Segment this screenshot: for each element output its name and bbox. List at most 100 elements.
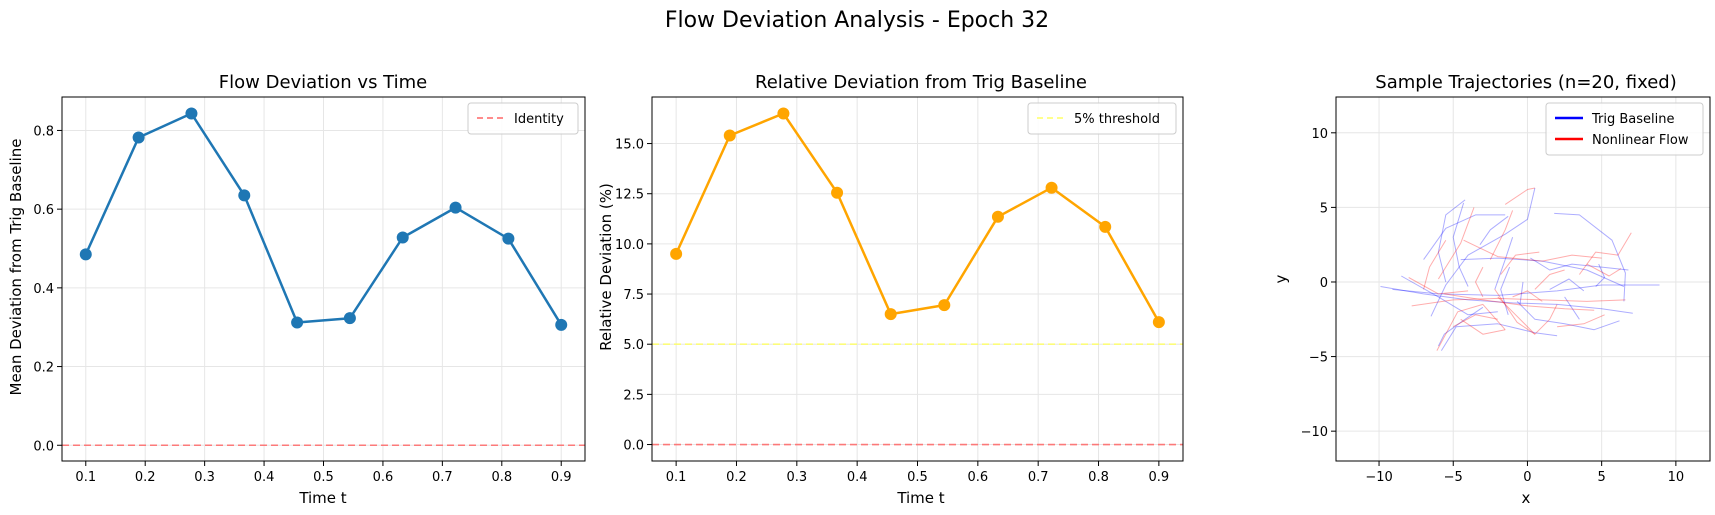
y-axis-label: Mean Deviation from Trig Baseline bbox=[7, 138, 25, 395]
x-tick-label: −10 bbox=[1365, 470, 1392, 485]
trajectory-line bbox=[1437, 306, 1484, 347]
trajectory-line bbox=[1489, 210, 1514, 260]
legend-label: Nonlinear Flow bbox=[1592, 133, 1689, 148]
trajectory-line bbox=[1401, 275, 1498, 316]
y-axis-label: Relative Deviation (%) bbox=[597, 183, 615, 351]
x-tick-label: 0.5 bbox=[907, 470, 928, 485]
trajectory-line bbox=[1549, 278, 1585, 292]
x-tick-label: 0.9 bbox=[551, 470, 572, 485]
y-tick-label: 0.8 bbox=[33, 124, 54, 139]
x-tick-label: −5 bbox=[1444, 470, 1463, 485]
data-point bbox=[502, 232, 515, 245]
legend-box bbox=[1545, 102, 1704, 156]
data-point bbox=[238, 189, 251, 202]
trajectory-line bbox=[1500, 266, 1511, 315]
x-tick-label: 0.4 bbox=[847, 470, 868, 485]
y-tick-label: 5.0 bbox=[623, 338, 644, 353]
trajectory-line bbox=[1430, 187, 1536, 317]
legend: Trig Baseline Nonlinear Flow bbox=[1545, 102, 1704, 156]
data-point bbox=[1152, 316, 1165, 329]
legend-box bbox=[467, 102, 579, 135]
data-point bbox=[723, 129, 736, 142]
data-point bbox=[777, 107, 790, 120]
data-point bbox=[1045, 181, 1058, 194]
x-axis-label: x bbox=[1522, 489, 1531, 507]
trajectory-line bbox=[1512, 290, 1543, 302]
y-tick-label: 5 bbox=[1320, 201, 1328, 216]
trajectory-line bbox=[1436, 303, 1506, 351]
y-tick-label: 0.4 bbox=[33, 282, 54, 297]
trajectory-line bbox=[1557, 314, 1605, 328]
x-tick-label: 0.2 bbox=[726, 470, 747, 485]
data-point bbox=[343, 312, 356, 325]
x-tick-label: 0.1 bbox=[75, 470, 96, 485]
trajectory-line bbox=[1475, 266, 1484, 298]
legend-box bbox=[1027, 102, 1177, 135]
data-point bbox=[670, 247, 683, 260]
trajectory-line bbox=[1494, 289, 1558, 335]
data-point bbox=[938, 299, 951, 312]
x-tick-label: 0.6 bbox=[373, 470, 394, 485]
trajectory-line bbox=[1437, 199, 1466, 283]
trajectory-line bbox=[1452, 314, 1498, 328]
x-tick-label: 0.3 bbox=[194, 470, 215, 485]
data-point bbox=[132, 131, 145, 144]
axes-frame bbox=[651, 96, 1184, 462]
series-line bbox=[84, 112, 563, 326]
panel-flow-deviation: Flow Deviation vs Time Time t Mean Devia… bbox=[7, 72, 586, 507]
x-tick-label: 0.8 bbox=[491, 470, 512, 485]
trajectory-line bbox=[1423, 239, 1447, 290]
trajectory-line bbox=[1534, 269, 1565, 290]
trajectory-line bbox=[1494, 237, 1514, 290]
y-tick-label: 0.0 bbox=[623, 439, 644, 454]
trajectory-line bbox=[1460, 318, 1506, 335]
data-point bbox=[555, 318, 568, 331]
trajectory-line bbox=[1595, 263, 1606, 287]
x-tick-label: 0.7 bbox=[432, 470, 453, 485]
data-point bbox=[991, 210, 1004, 223]
data-point bbox=[831, 186, 844, 199]
y-tick-label: −10 bbox=[1301, 425, 1328, 440]
panel-relative-deviation: Relative Deviation from Trig Baseline Ti… bbox=[597, 72, 1184, 507]
y-tick-label: 0.2 bbox=[33, 361, 54, 376]
trajectory-line bbox=[1497, 296, 1536, 335]
y-tick-label: 0.6 bbox=[33, 203, 54, 218]
chart-title: Relative Deviation from Trig Baseline bbox=[755, 72, 1087, 93]
chart-title: Flow Deviation vs Time bbox=[219, 72, 427, 93]
y-axis-label: y bbox=[1272, 274, 1290, 283]
x-tick-label: 0.9 bbox=[1149, 470, 1170, 485]
trajectory-line bbox=[1408, 277, 1469, 295]
trajectory-line bbox=[1530, 257, 1629, 271]
x-tick-label: 0.7 bbox=[1028, 470, 1049, 485]
data-point bbox=[1099, 220, 1112, 233]
trajectory-line bbox=[1437, 207, 1475, 280]
x-tick-label: 0.2 bbox=[135, 470, 156, 485]
x-axis-label: Time t bbox=[896, 489, 944, 507]
x-tick-label: 0.3 bbox=[786, 470, 807, 485]
trajectory-line bbox=[1500, 251, 1540, 275]
axes-frame bbox=[1335, 96, 1711, 462]
legend: 5% threshold bbox=[1027, 102, 1177, 135]
x-tick-label: 0 bbox=[1523, 470, 1531, 485]
trajectory-line bbox=[1504, 187, 1535, 205]
trajectory-line bbox=[1554, 212, 1626, 302]
trajectory-line bbox=[1380, 286, 1633, 314]
trajectory-line bbox=[1452, 202, 1469, 287]
trajectory-line bbox=[1440, 323, 1558, 351]
x-tick-label: 0.5 bbox=[313, 470, 334, 485]
data-point bbox=[79, 248, 92, 261]
legend: Identity bbox=[467, 102, 579, 135]
trajectory-line bbox=[1411, 297, 1626, 307]
y-tick-label: 10.0 bbox=[615, 238, 644, 253]
legend-label: Trig Baseline bbox=[1591, 112, 1675, 127]
data-point bbox=[884, 308, 897, 321]
y-tick-label: 7.5 bbox=[623, 288, 644, 303]
axes-frame bbox=[61, 96, 586, 462]
x-tick-label: 0.6 bbox=[967, 470, 988, 485]
data-point bbox=[449, 201, 462, 214]
trajectory-line bbox=[1444, 293, 1595, 311]
series-line bbox=[674, 112, 1160, 323]
y-tick-label: 0 bbox=[1320, 276, 1328, 291]
trajectory-line bbox=[1586, 263, 1622, 277]
